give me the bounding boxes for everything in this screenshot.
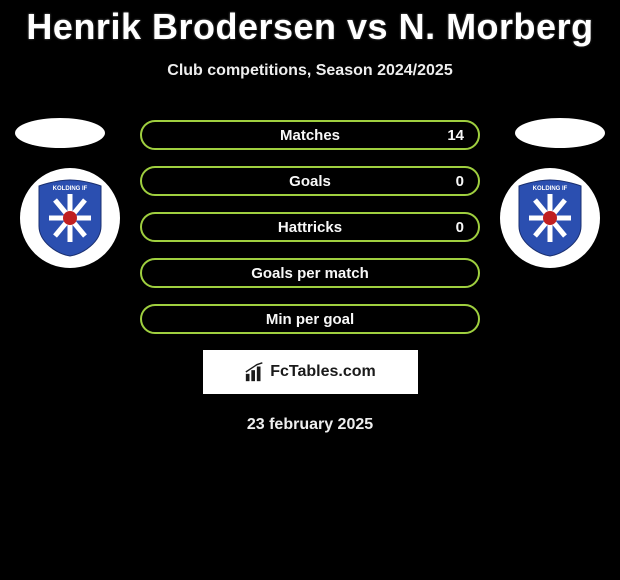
- stat-label: Goals per match: [251, 265, 369, 282]
- bar-chart-icon: [244, 361, 266, 383]
- svg-text:KOLDING IF: KOLDING IF: [53, 186, 88, 192]
- stat-right-value: 0: [456, 173, 464, 190]
- stat-row-goals: Goals 0: [140, 166, 480, 196]
- stat-label: Goals: [289, 173, 331, 190]
- shield-icon: KOLDING IF: [515, 178, 585, 258]
- player1-club-badge: KOLDING IF: [20, 168, 120, 268]
- stat-right-value: 0: [456, 219, 464, 236]
- stat-rows: Matches 14 Goals 0 Hattricks 0 Goals per…: [140, 120, 480, 334]
- player1-flag: [15, 118, 105, 148]
- stat-label: Hattricks: [278, 219, 342, 236]
- stat-row-min-per-goal: Min per goal: [140, 304, 480, 334]
- stat-row-hattricks: Hattricks 0: [140, 212, 480, 242]
- player2-flag: [515, 118, 605, 148]
- snapshot-date: 23 february 2025: [0, 416, 620, 434]
- comparison-area: KOLDING IF KOLDING IF Matches 14 Goals 0…: [0, 120, 620, 434]
- brand-label: FcTables.com: [270, 363, 376, 381]
- brand-box[interactable]: FcTables.com: [203, 350, 418, 394]
- stat-row-matches: Matches 14: [140, 120, 480, 150]
- subtitle: Club competitions, Season 2024/2025: [0, 62, 620, 80]
- stat-label: Matches: [280, 127, 340, 144]
- svg-text:KOLDING IF: KOLDING IF: [533, 186, 568, 192]
- stat-label: Min per goal: [266, 311, 354, 328]
- stat-row-goals-per-match: Goals per match: [140, 258, 480, 288]
- page-title: Henrik Brodersen vs N. Morberg: [0, 0, 620, 48]
- player2-club-badge: KOLDING IF: [500, 168, 600, 268]
- shield-icon: KOLDING IF: [35, 178, 105, 258]
- stat-right-value: 14: [447, 127, 464, 144]
